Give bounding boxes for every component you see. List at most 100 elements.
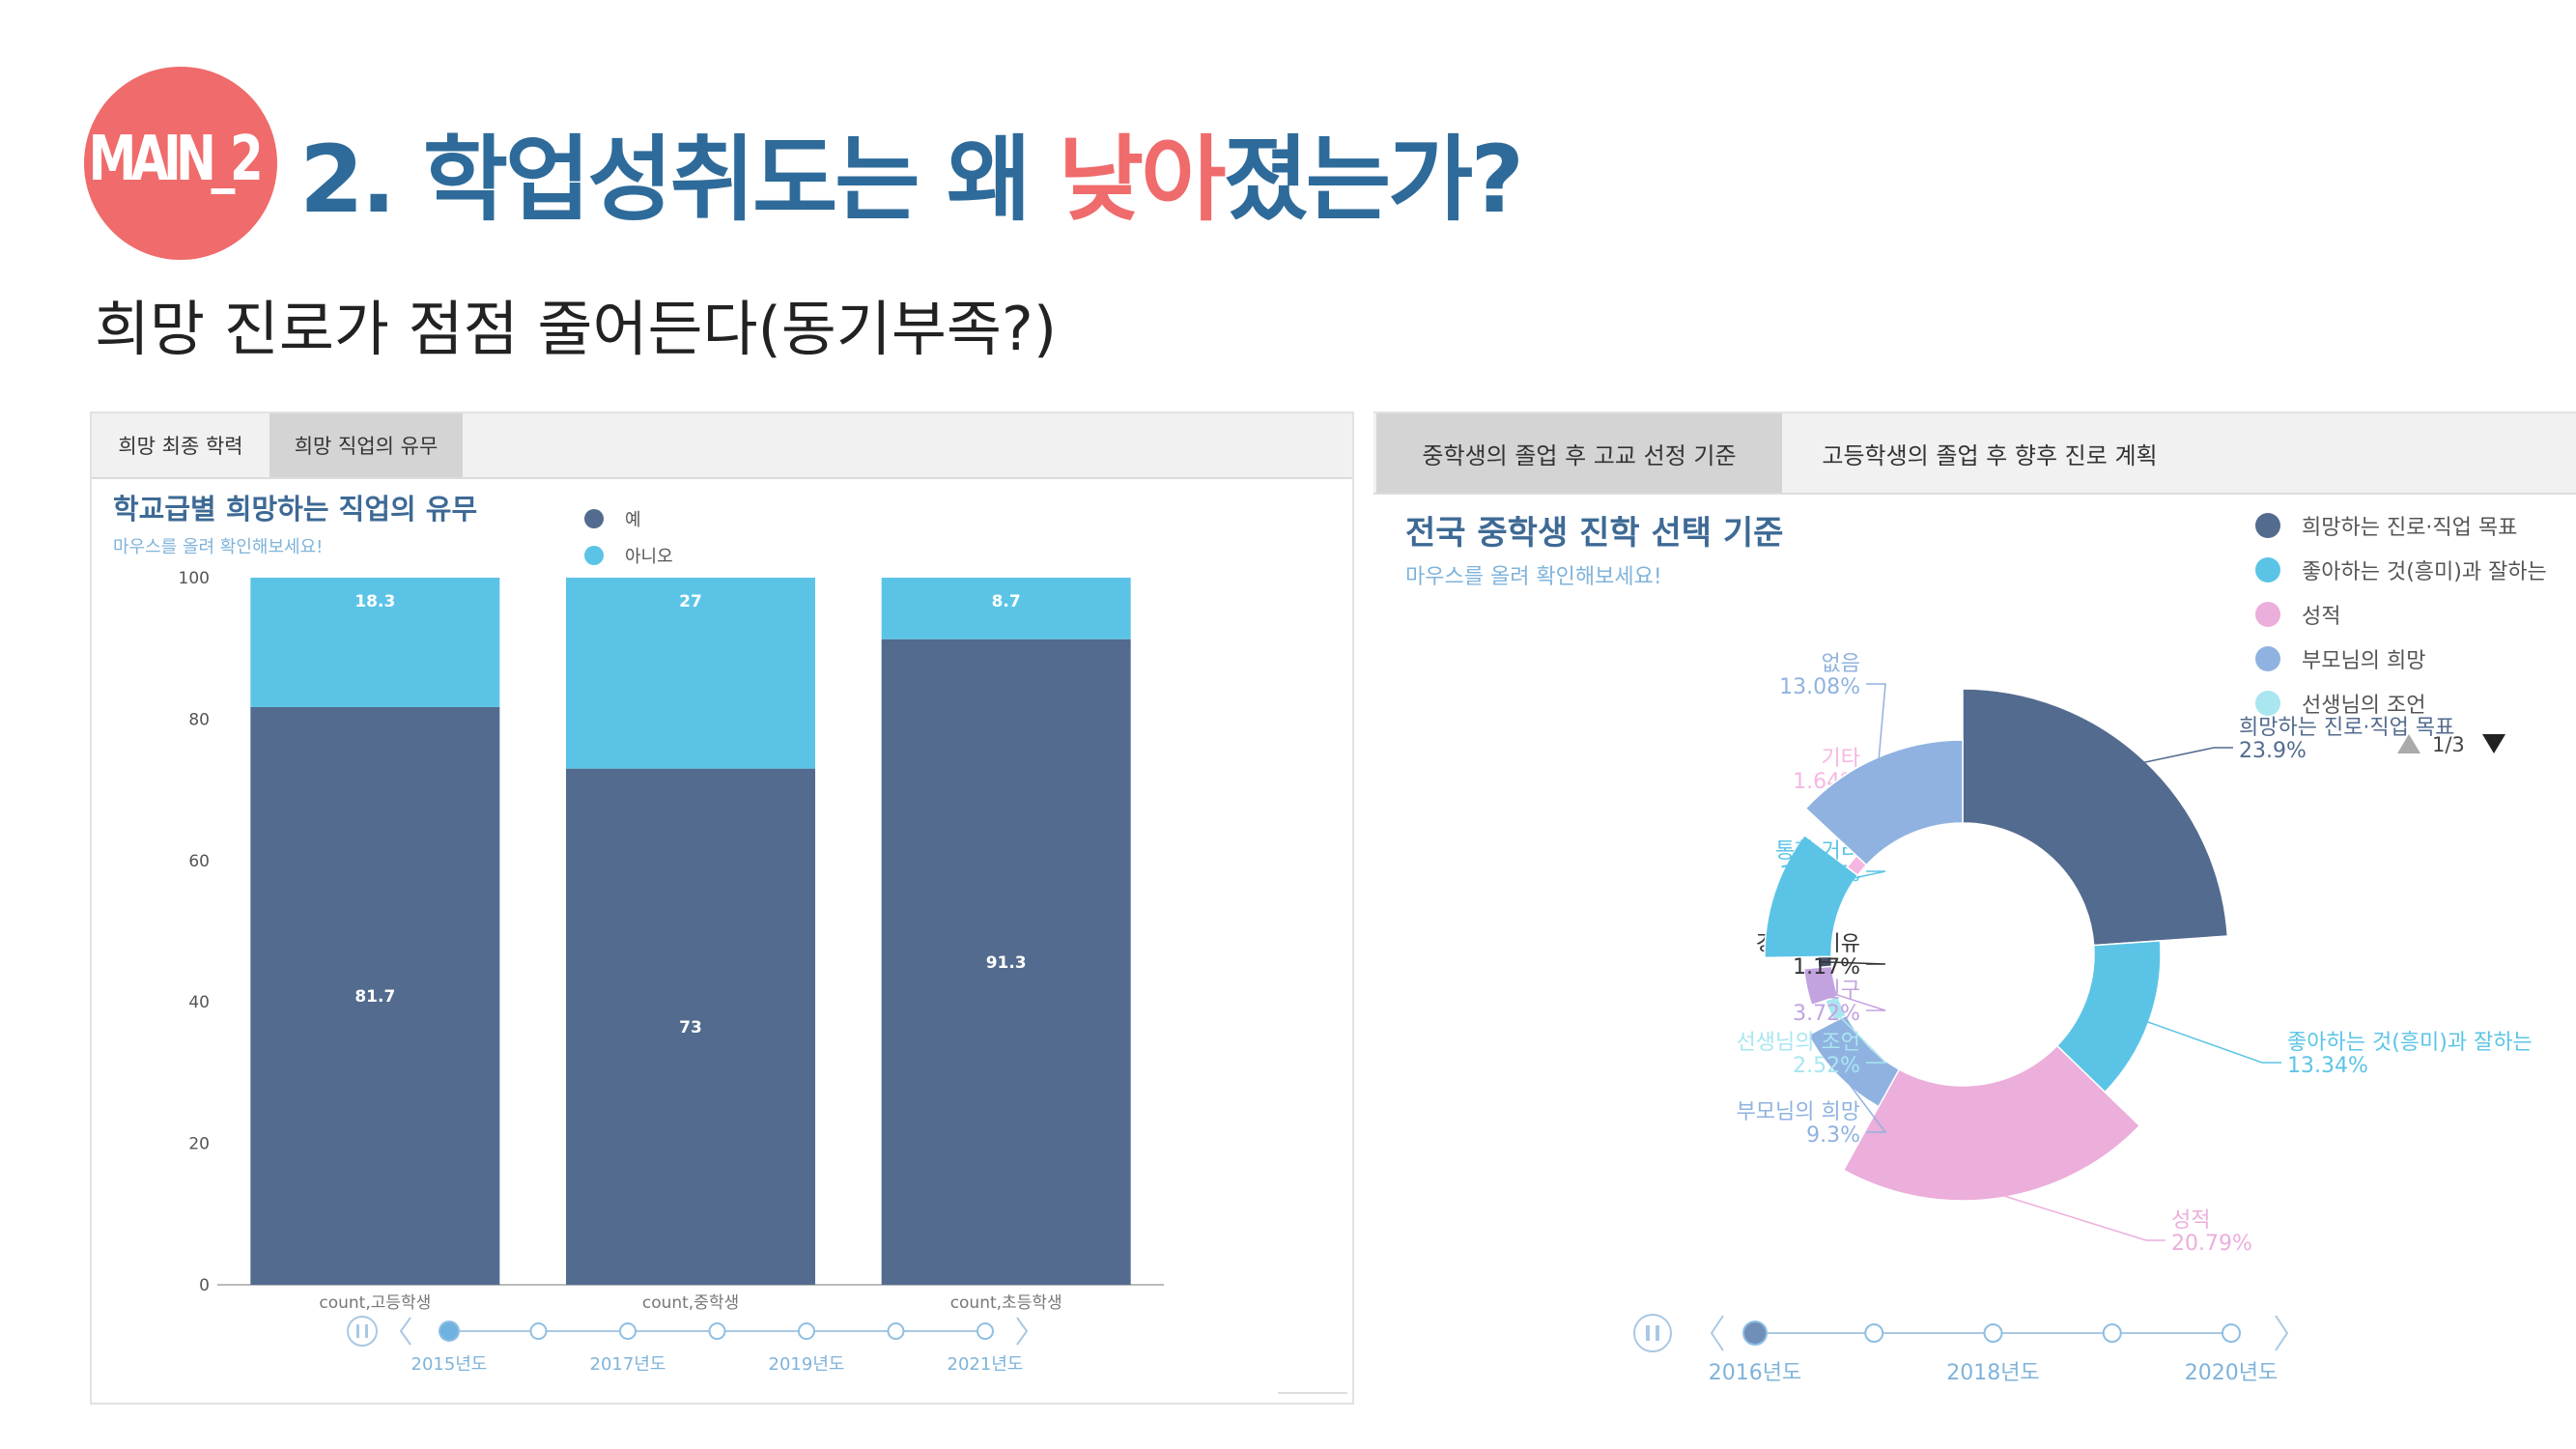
timeline-node[interactable] (798, 1322, 815, 1340)
legend-label: 희망하는 진로·직업 목표 (2302, 516, 2518, 540)
legend-item[interactable]: 좋아하는 것(흥미)과 잘하는 (2255, 554, 2555, 585)
chevron-left-icon[interactable] (399, 1317, 411, 1346)
timeline-node[interactable] (2102, 1323, 2122, 1343)
bar-segment[interactable] (881, 578, 1131, 639)
y-tick-label: 100 (179, 569, 210, 588)
timeline-node[interactable] (708, 1322, 726, 1340)
timeline-node[interactable] (529, 1322, 548, 1340)
pause-icon (356, 1324, 359, 1338)
tab-career-plan[interactable]: 고등학생의 졸업 후 향후 진로 계획 (1822, 441, 2158, 469)
pause-icon (1656, 1325, 1659, 1341)
slice-value-label: 23.9% (2239, 739, 2307, 763)
timeline-node[interactable] (1983, 1323, 2003, 1343)
legend-dot-icon (584, 546, 604, 565)
legend-pager: 1/3 (2432, 733, 2465, 756)
slice-label: 부모님의 희망 (1737, 1100, 1860, 1124)
donut-slice[interactable] (1804, 739, 1964, 867)
page-title-highlight: 낮아 (1058, 126, 1227, 234)
timeline-label[interactable]: 2016년도 (1709, 1361, 1801, 1385)
leader-line (2144, 1020, 2281, 1064)
timeline-node[interactable] (619, 1322, 637, 1340)
page-title: 2. 학업성취도는 왜 낮아졌는가? (299, 104, 1524, 239)
slice-label: 성적 (2171, 1208, 2210, 1233)
timeline-label[interactable]: 2018년도 (1946, 1361, 2039, 1385)
tab-desired-job[interactable]: 희망 직업의 유무 (269, 413, 463, 477)
legend-next-icon[interactable] (2482, 734, 2505, 753)
chart-title: 학교급별 희망하는 직업의 유무 (113, 493, 478, 526)
bar-chart-panel: 희망 최종 학력 희망 직업의 유무 학교급별 희망하는 직업의 유무 마우스를… (90, 412, 1354, 1405)
section-badge (84, 67, 277, 260)
legend-item-yes[interactable]: 예 (584, 506, 641, 531)
legend-prev-icon[interactable] (2397, 734, 2420, 753)
legend-label: 부모님의 희망 (2302, 649, 2426, 673)
slice-label: 선생님의 조언 (1737, 1031, 1860, 1055)
slice-label: 기타 (1822, 747, 1860, 771)
timeline-label[interactable]: 2017년도 (590, 1354, 666, 1375)
timeline-node[interactable] (2222, 1323, 2241, 1343)
legend-dot-icon (2255, 602, 2280, 627)
slice-label: 좋아하는 것(흥미)과 잘하는 (2287, 1031, 2533, 1055)
tab-high-school-criteria[interactable]: 중학생의 졸업 후 고교 선정 기준 (1376, 413, 1782, 493)
bar-segment[interactable] (250, 578, 500, 707)
slice-value-label: 1.17% (1793, 955, 1860, 980)
bar-data-label: 91.3 (986, 953, 1027, 973)
leader-line (1832, 1009, 1887, 1064)
slice-label: 없음 (1822, 652, 1860, 676)
slice-value-label: 13.08% (1779, 675, 1860, 699)
legend-item[interactable]: 선생님의 조언 (2255, 688, 2555, 719)
pause-icon (1646, 1325, 1650, 1341)
timeline-label[interactable]: 2021년도 (948, 1354, 1024, 1375)
slice-value-label: 2.52% (1793, 1054, 1860, 1078)
donut-slice[interactable] (1764, 834, 1859, 959)
x-tick-label: count,초등학생 (950, 1293, 1062, 1313)
leader-line (1777, 870, 1886, 895)
legend-label: 좋아하는 것(흥미)과 잘하는 (2302, 560, 2547, 584)
legend-label: 성적 (2302, 605, 2341, 629)
bar-data-label: 81.7 (354, 987, 395, 1007)
y-tick-label: 20 (188, 1135, 210, 1154)
donut-slice[interactable] (1962, 688, 2229, 947)
timeline-node[interactable] (439, 1321, 460, 1342)
bar-segment[interactable] (566, 768, 815, 1285)
slice-value-label: 13.34% (2287, 1054, 2368, 1078)
bar-segment[interactable] (566, 578, 815, 769)
donut-slice[interactable] (1842, 1044, 2141, 1202)
pause-button[interactable] (1633, 1314, 1672, 1352)
section-badge-label: MAIN_2 (88, 124, 264, 195)
leader-line (2140, 747, 2233, 764)
pause-icon (365, 1324, 368, 1338)
tab-desired-education[interactable]: 희망 최종 학력 (118, 435, 243, 458)
legend-label: 예 (625, 510, 641, 530)
timeline-label[interactable]: 2015년도 (411, 1354, 488, 1375)
slice-label: 친구 (1822, 979, 1860, 1003)
chart-title: 전국 중학생 진학 선택 기준 (1405, 514, 1784, 553)
legend-item[interactable]: 부모님의 희망 (2255, 643, 2555, 674)
bar-data-label: 73 (679, 1018, 702, 1037)
slice-value-label: 20.79% (2171, 1232, 2252, 1256)
timeline-node[interactable] (1864, 1323, 1884, 1343)
legend-item-no[interactable]: 아니오 (584, 543, 673, 568)
chart-hint: 마우스를 올려 확인해보세요! (113, 537, 324, 557)
legend-item[interactable]: 희망하는 진로·직업 목표 (2255, 510, 2555, 541)
chevron-left-icon[interactable] (1710, 1315, 1724, 1351)
page-subtitle: 희망 진로가 점점 줄어든다(동기부족?) (95, 294, 1058, 364)
pause-button[interactable] (347, 1316, 378, 1347)
timeline-label[interactable]: 2019년도 (769, 1354, 845, 1375)
legend-item[interactable]: 성적 (2255, 599, 2555, 630)
chevron-right-icon[interactable] (1016, 1317, 1029, 1346)
y-tick-label: 40 (188, 993, 210, 1012)
timeline-label[interactable]: 2020년도 (2185, 1361, 2278, 1385)
timeline-node[interactable] (977, 1322, 994, 1340)
bar-segment[interactable] (250, 706, 500, 1285)
x-tick-label: count,중학생 (642, 1293, 739, 1313)
chevron-right-icon[interactable] (2275, 1315, 2289, 1351)
timeline-node[interactable] (1742, 1321, 1768, 1346)
leader-line (1810, 985, 1886, 1011)
chart-hint: 마우스를 올려 확인해보세요! (1405, 565, 1662, 589)
leader-line (1997, 1193, 2166, 1241)
bar-segment[interactable] (881, 639, 1131, 1285)
bar-data-label: 18.3 (354, 592, 395, 611)
page-title-suffix: 졌는가? (1223, 126, 1524, 234)
legend-dot-icon (2255, 691, 2280, 716)
timeline-node[interactable] (887, 1322, 905, 1340)
